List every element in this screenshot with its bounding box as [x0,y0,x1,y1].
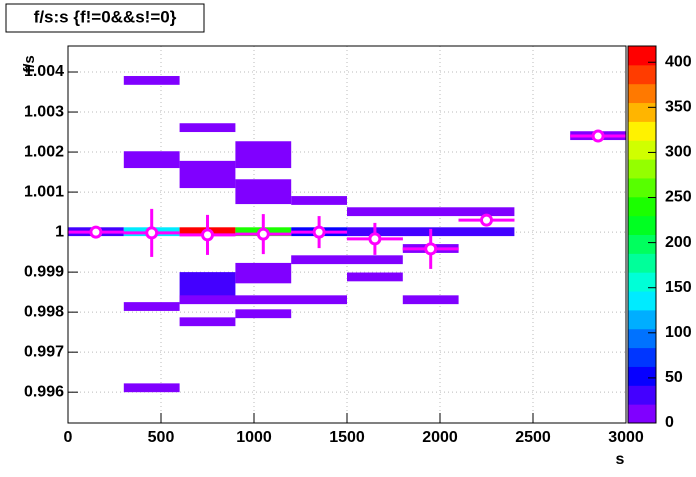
x-tick-label: 1500 [329,429,365,446]
z-tick-label: 150 [665,279,692,296]
cell [402,295,459,305]
color-bar-frame [627,45,657,424]
y-tick-label: 0.997 [24,343,64,360]
z-tick-label: 350 [665,99,692,116]
profile-point [256,227,270,241]
cell [179,295,347,305]
x-tick-label: 1000 [236,429,272,446]
cell [235,262,292,284]
color-bar-band [628,253,656,273]
color-bar-band [628,140,656,160]
color-bar-band [628,328,656,349]
cell [123,302,180,311]
profile-point [480,213,493,227]
cell [235,309,292,319]
profile-point [312,225,326,239]
z-tick-label: 100 [665,324,692,341]
color-bar-band [628,121,656,141]
cell [235,141,292,169]
x-tick-label: 2500 [515,429,551,446]
profile-point [145,226,159,240]
color-bar-band [628,347,656,367]
color-bar-band [628,83,656,104]
color-bar-band [628,385,656,405]
color-bar-band [628,366,656,386]
y-tick-label: 1.003 [24,103,64,120]
color-bar-band [628,215,656,235]
profile-point [201,228,214,242]
cell [347,207,515,217]
color-bar-band [628,234,656,254]
y-tick-label: 1 [55,223,64,240]
y-tick-label: 1.002 [24,143,64,160]
color-bar-band [628,291,656,311]
cell [179,317,236,327]
cell [123,151,180,169]
profile-point [368,232,382,246]
color-bar-band [628,102,656,122]
z-tick-label: 400 [665,53,692,70]
z-tick-label: 300 [665,144,692,161]
y-tick-label: 1.001 [24,183,64,200]
frame [67,45,627,424]
color-bar-band [628,177,656,198]
y-tick-label: 0.999 [24,263,64,280]
color-bar-band [628,159,656,179]
y-tick-label: 0.996 [24,383,64,400]
z-tick-label: 200 [665,234,692,251]
cell [179,123,236,133]
profile-point [591,129,605,143]
cell [123,76,180,85]
color-bar-band [628,46,656,66]
title-box [5,3,205,33]
color-bar-band [628,272,656,292]
x-tick-label: 500 [148,429,175,446]
y-tick-label: 1.004 [24,63,64,80]
color-bar-band [628,64,656,85]
x-tick-label: 3000 [608,429,644,446]
cell [291,196,347,205]
cell [179,160,236,189]
y-axis-label: f/s [21,55,38,73]
z-tick-label: 50 [665,369,683,386]
cell [291,255,403,265]
profile-point [89,225,103,239]
chart-title: f/s:s {f!=0&&s!=0} [34,7,177,26]
cell [235,179,292,205]
cell [347,272,403,282]
z-tick-label: 0 [665,414,674,431]
cell [123,383,180,393]
x-tick-label: 0 [64,429,73,446]
color-bar-band [628,196,656,217]
color-bar-band [628,404,656,424]
profile-point [424,242,438,256]
color-bar-band [628,309,656,330]
z-tick-label: 250 [665,189,692,206]
x-tick-label: 2000 [422,429,458,446]
x-axis-label: s [616,451,625,468]
y-tick-label: 0.998 [24,303,64,320]
